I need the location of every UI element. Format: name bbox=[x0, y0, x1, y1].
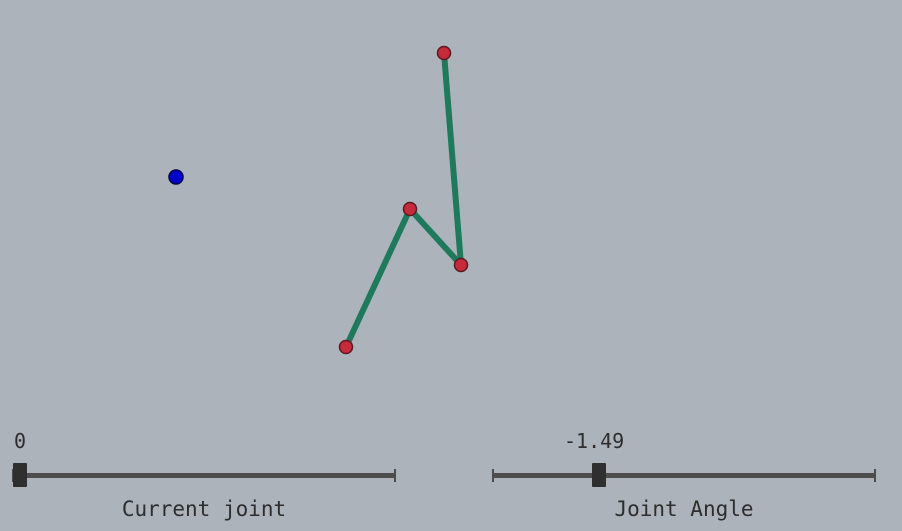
arm-joint-base[interactable] bbox=[338, 339, 354, 355]
arm-link-2 bbox=[407, 206, 464, 268]
target-point[interactable] bbox=[168, 169, 184, 185]
joint-angle-slider-cap-right bbox=[874, 469, 876, 482]
arm-link-1 bbox=[343, 206, 413, 350]
arm-end-effector[interactable] bbox=[436, 45, 452, 61]
current-joint-slider-cap-right bbox=[394, 469, 396, 482]
arm-joint-2[interactable] bbox=[453, 257, 469, 273]
joint-angle-slider-track[interactable] bbox=[492, 473, 876, 478]
joint-angle-slider-thumb[interactable] bbox=[592, 463, 607, 487]
current-joint-label: Current joint bbox=[121, 497, 287, 521]
current-joint-slider[interactable] bbox=[12, 463, 396, 489]
current-joint-value: 0 bbox=[14, 429, 27, 453]
joint-angle-slider-cap-left bbox=[492, 469, 494, 482]
joint-angle-label: Joint Angle bbox=[614, 497, 754, 521]
arm-joint-1[interactable] bbox=[402, 201, 418, 217]
current-joint-slider-track[interactable] bbox=[12, 473, 396, 478]
current-joint-slider-thumb[interactable] bbox=[13, 463, 27, 487]
arm-link-3 bbox=[441, 50, 464, 268]
joint-angle-slider[interactable] bbox=[492, 463, 876, 489]
joint-angle-value: -1.49 bbox=[564, 429, 625, 453]
